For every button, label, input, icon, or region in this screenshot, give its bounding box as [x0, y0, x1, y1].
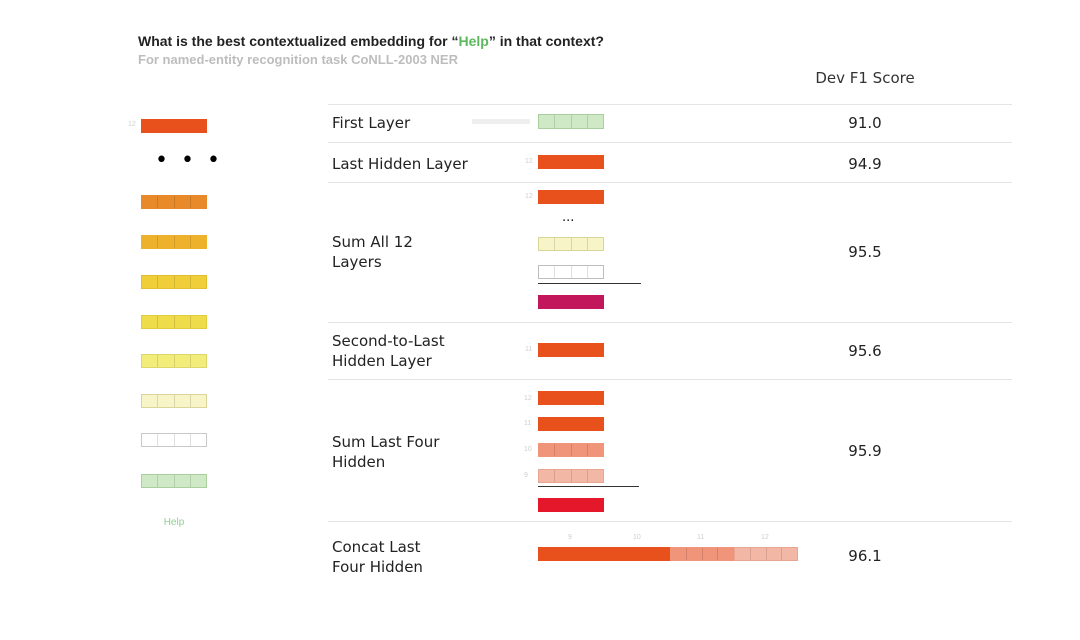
left-layer-2-vector: [141, 433, 207, 447]
sum-all-layer-2-vector: [538, 237, 604, 251]
sum-four-result-vector: [538, 498, 604, 512]
left-embedding-vector: [141, 474, 207, 488]
left-layer-4-vector: [141, 354, 207, 368]
row-divider: [328, 182, 1012, 183]
faint-arrow-line: [472, 119, 530, 124]
row-divider: [328, 142, 1012, 143]
row-label-concat-last-four: Concat Last Four Hidden: [332, 538, 423, 576]
row-label-first-layer: First Layer: [332, 114, 411, 132]
row-divider: [328, 322, 1012, 323]
sum-four-index: 9: [524, 472, 528, 479]
left-ellipsis: • • •: [155, 148, 223, 173]
sum-underline: [538, 486, 639, 487]
left-layer-3-vector: [141, 394, 207, 408]
concat-index: 12: [761, 534, 769, 541]
sum-four-layer-11-vector: [538, 417, 604, 431]
left-layer-7-vector: [141, 235, 207, 249]
row-divider: [328, 104, 1012, 105]
left-layer-8-vector: [141, 195, 207, 209]
left-word-label: Help: [163, 517, 185, 528]
sum-four-index: 11: [524, 420, 532, 427]
column-header-dev-f1: Dev F1 Score: [815, 69, 915, 87]
concat-segment-11: [604, 547, 670, 561]
row-label-second-to-last: Second-to-Last Hidden Layer: [332, 332, 445, 370]
sum-all-layer-12-vector: [538, 190, 604, 204]
sum-underline: [538, 283, 641, 284]
concat-segment-10: [670, 547, 734, 561]
first-layer-vector: [538, 114, 604, 129]
row-label-sum-last-four: Sum Last Four Hidden: [332, 433, 440, 471]
last-hidden-vector: [538, 155, 604, 169]
sum-all-top-index: 12: [525, 193, 533, 200]
row-label-last-hidden-layer: Last Hidden Layer: [332, 155, 468, 173]
sum-four-index: 10: [524, 446, 532, 453]
left-layer-5-vector: [141, 315, 207, 329]
sum-four-index: 12: [524, 395, 532, 402]
page-subtitle: For named-entity recognition task CoNLL-…: [138, 52, 458, 67]
score-last-hidden-layer: 94.9: [848, 155, 882, 173]
score-first-layer: 91.0: [848, 114, 882, 132]
title-prefix: What is the best contextualized embeddin…: [138, 33, 459, 49]
concat-segment-9: [734, 547, 798, 561]
concat-index: 11: [697, 534, 705, 541]
score-second-to-last: 95.6: [848, 342, 882, 360]
title-suffix: ” in that context?: [488, 33, 604, 49]
last-hidden-index: 12: [525, 158, 533, 165]
concat-segment-12: [538, 547, 604, 561]
sum-all-ellipsis: ...: [562, 210, 575, 225]
left-top-layer-index: 12: [128, 121, 136, 128]
title-highlight-word: Help: [458, 33, 489, 49]
sum-four-layer-10-vector: [538, 443, 604, 457]
sum-four-layer-12-vector: [538, 391, 604, 405]
concat-index: 10: [633, 534, 641, 541]
row-label-sum-all-12: Sum All 12 Layers: [332, 233, 413, 271]
second-to-last-vector: [538, 343, 604, 357]
row-divider: [328, 521, 1012, 522]
score-sum-last-four: 95.9: [848, 442, 882, 460]
sum-all-layer-1-vector: [538, 265, 604, 279]
second-to-last-index: 11: [525, 346, 533, 353]
concat-index: 9: [568, 534, 572, 541]
score-sum-all-12: 95.5: [848, 243, 882, 261]
left-layer-12-vector: [141, 119, 207, 133]
row-divider: [328, 379, 1012, 380]
sum-four-layer-9-vector: [538, 469, 604, 483]
page-title: What is the best contextualized embeddin…: [138, 33, 604, 49]
left-layer-6-vector: [141, 275, 207, 289]
score-concat-last-four: 96.1: [848, 547, 882, 565]
sum-all-result-vector: [538, 295, 604, 309]
